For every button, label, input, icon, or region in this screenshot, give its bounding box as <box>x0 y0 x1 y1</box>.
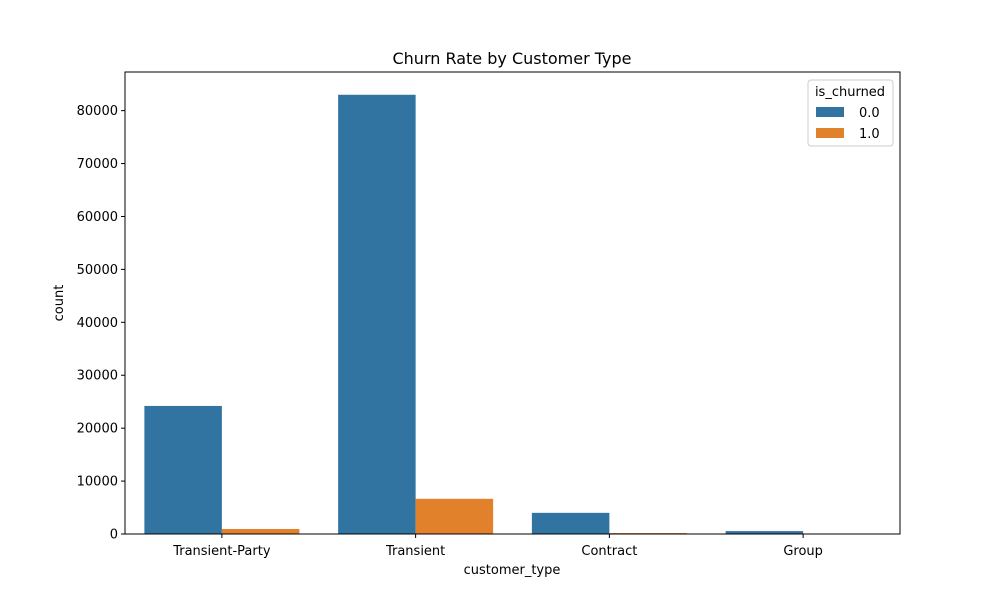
y-tick-label: 70000 <box>77 157 118 172</box>
x-tick-label: Transient-Party <box>172 544 271 559</box>
bar-transient-series-1 <box>416 499 494 534</box>
x-tick-label: Group <box>783 544 823 559</box>
legend-swatch-1 <box>816 128 844 138</box>
y-tick-label: 50000 <box>77 263 118 278</box>
x-axis-label: customer_type <box>464 563 561 578</box>
plot-frame <box>125 72 900 534</box>
x-tick-label: Contract <box>581 544 637 559</box>
y-tick-label: 10000 <box>77 475 118 490</box>
y-axis-label: count <box>52 285 67 322</box>
y-tick-label: 80000 <box>77 104 118 119</box>
x-tick-label: Transient <box>385 544 445 559</box>
legend-label-0: 0.0 <box>859 106 880 121</box>
legend-swatch-0 <box>816 107 844 117</box>
y-tick-label: 30000 <box>77 369 118 384</box>
bar-contract-series-0 <box>532 513 610 534</box>
y-tick-label: 0 <box>110 528 118 543</box>
bar-transient-party-series-1 <box>222 529 300 534</box>
y-tick-label: 60000 <box>77 210 118 225</box>
bar-transient-party-series-0 <box>144 406 222 534</box>
legend-title: is_churned <box>815 85 885 100</box>
y-tick-label: 20000 <box>77 422 118 437</box>
y-tick-label: 40000 <box>77 316 118 331</box>
legend: is_churned 0.0 1.0 <box>808 80 893 146</box>
legend-label-1: 1.0 <box>859 127 880 142</box>
chart-title: Churn Rate by Customer Type <box>392 49 631 68</box>
bar-transient-series-0 <box>338 95 416 534</box>
